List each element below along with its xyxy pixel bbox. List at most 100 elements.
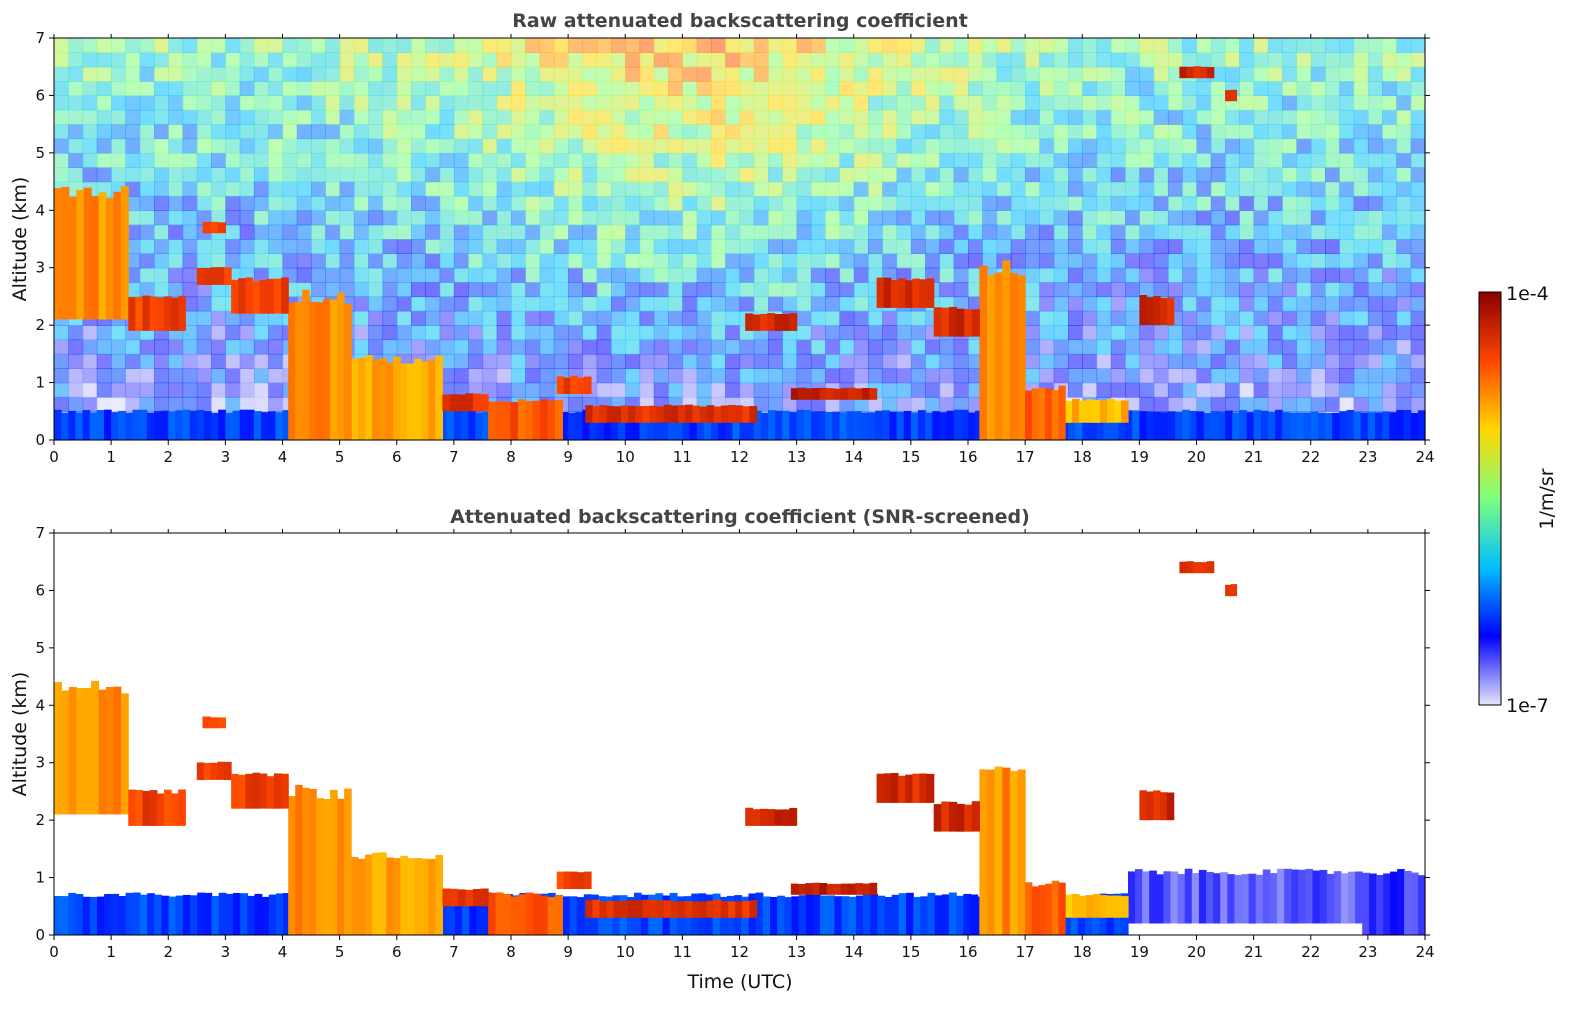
noise-cell bbox=[496, 152, 512, 168]
noise-cell bbox=[1282, 81, 1298, 97]
feature-strip bbox=[570, 871, 578, 889]
noise-cell bbox=[1296, 95, 1312, 111]
noise-cell bbox=[1410, 81, 1426, 97]
noise-cell bbox=[839, 181, 855, 197]
feature-strip bbox=[89, 412, 98, 440]
noise-cell bbox=[1296, 310, 1312, 326]
noise-cell bbox=[1182, 95, 1198, 111]
noise-cell bbox=[810, 124, 826, 140]
feature-strip bbox=[1166, 792, 1175, 821]
feature-strip bbox=[245, 277, 254, 314]
noise-cell bbox=[882, 124, 898, 140]
feature-strip bbox=[98, 192, 107, 320]
noise-cell bbox=[1153, 382, 1169, 398]
feature-strip bbox=[365, 355, 373, 440]
noise-cell bbox=[268, 325, 284, 341]
noise-cell bbox=[168, 124, 184, 140]
noise-cell bbox=[739, 353, 755, 369]
feature-strip bbox=[111, 412, 119, 440]
noise-cell bbox=[839, 396, 855, 412]
noise-cell bbox=[925, 239, 941, 254]
noise-cell bbox=[353, 181, 369, 197]
backscatter-feature bbox=[790, 387, 878, 400]
x-tick-label: 3 bbox=[221, 943, 231, 961]
feature-strip bbox=[1353, 412, 1362, 440]
feature-strip bbox=[1199, 562, 1208, 574]
noise-cell bbox=[710, 239, 726, 254]
noise-cell bbox=[482, 310, 498, 326]
noise-cell bbox=[882, 138, 898, 154]
noise-cell bbox=[168, 224, 184, 240]
noise-cell bbox=[968, 109, 983, 125]
noise-cell bbox=[810, 353, 826, 369]
noise-cell bbox=[625, 382, 641, 398]
feature-strip bbox=[442, 888, 451, 907]
noise-cell bbox=[668, 339, 683, 355]
noise-cell bbox=[696, 282, 712, 298]
feature-strip bbox=[233, 893, 241, 935]
noise-cell bbox=[1239, 152, 1255, 168]
noise-cell bbox=[68, 124, 84, 140]
noise-cell bbox=[782, 81, 798, 97]
noise-cell bbox=[710, 167, 726, 183]
noise-cell bbox=[882, 152, 898, 168]
noise-cell bbox=[1039, 181, 1055, 197]
feature-strip bbox=[453, 411, 462, 440]
noise-cell bbox=[1053, 95, 1069, 111]
noise-cell bbox=[82, 167, 98, 183]
noise-cell bbox=[168, 167, 184, 183]
noise-cell bbox=[239, 52, 255, 68]
noise-cell bbox=[353, 109, 369, 125]
noise-cell bbox=[1396, 368, 1412, 384]
noise-cell bbox=[539, 81, 555, 97]
noise-cell bbox=[896, 138, 912, 154]
feature-strip bbox=[128, 297, 136, 331]
noise-cell bbox=[1296, 152, 1312, 168]
feature-strip bbox=[154, 411, 162, 440]
noise-cell bbox=[1339, 152, 1355, 168]
noise-cell bbox=[211, 38, 226, 53]
noise-cell bbox=[568, 296, 583, 312]
noise-cell bbox=[639, 66, 655, 82]
noise-cell bbox=[511, 224, 526, 240]
noise-cell bbox=[982, 195, 998, 211]
noise-cell bbox=[182, 95, 198, 111]
noise-cell bbox=[853, 167, 869, 183]
noise-cell bbox=[639, 382, 655, 398]
feature-strip bbox=[517, 399, 526, 440]
noise-cell bbox=[682, 296, 698, 312]
noise-cell bbox=[425, 109, 441, 125]
noise-cell bbox=[996, 109, 1012, 125]
feature-strip bbox=[254, 893, 263, 935]
noise-cell bbox=[668, 353, 683, 369]
noise-cell bbox=[725, 38, 741, 53]
noise-cell bbox=[810, 368, 826, 384]
noise-cell bbox=[853, 66, 869, 82]
x-tick-label: 12 bbox=[730, 943, 749, 961]
noise-cell bbox=[625, 167, 641, 183]
noise-cell bbox=[1310, 66, 1326, 82]
noise-cell bbox=[810, 95, 826, 111]
noise-cell bbox=[125, 239, 141, 254]
noise-cell bbox=[253, 224, 269, 240]
noise-cell bbox=[596, 152, 612, 168]
noise-cell bbox=[239, 95, 255, 111]
noise-cell bbox=[639, 38, 655, 53]
noise-cell bbox=[1310, 52, 1326, 68]
noise-cell bbox=[1367, 210, 1383, 226]
noise-cell bbox=[353, 339, 369, 355]
noise-cell bbox=[825, 38, 841, 53]
noise-cell bbox=[568, 325, 583, 341]
noise-cell bbox=[653, 339, 669, 355]
noise-cell bbox=[1210, 52, 1226, 68]
noise-cell bbox=[225, 109, 241, 125]
feature-strip bbox=[421, 858, 429, 935]
noise-cell bbox=[125, 368, 141, 384]
noise-cell bbox=[111, 368, 126, 384]
noise-cell bbox=[1010, 210, 1026, 226]
feature-strip bbox=[919, 773, 928, 803]
noise-cell bbox=[468, 52, 484, 68]
feature-strip bbox=[833, 388, 842, 400]
noise-cell bbox=[196, 181, 212, 197]
feature-strip bbox=[259, 773, 268, 809]
